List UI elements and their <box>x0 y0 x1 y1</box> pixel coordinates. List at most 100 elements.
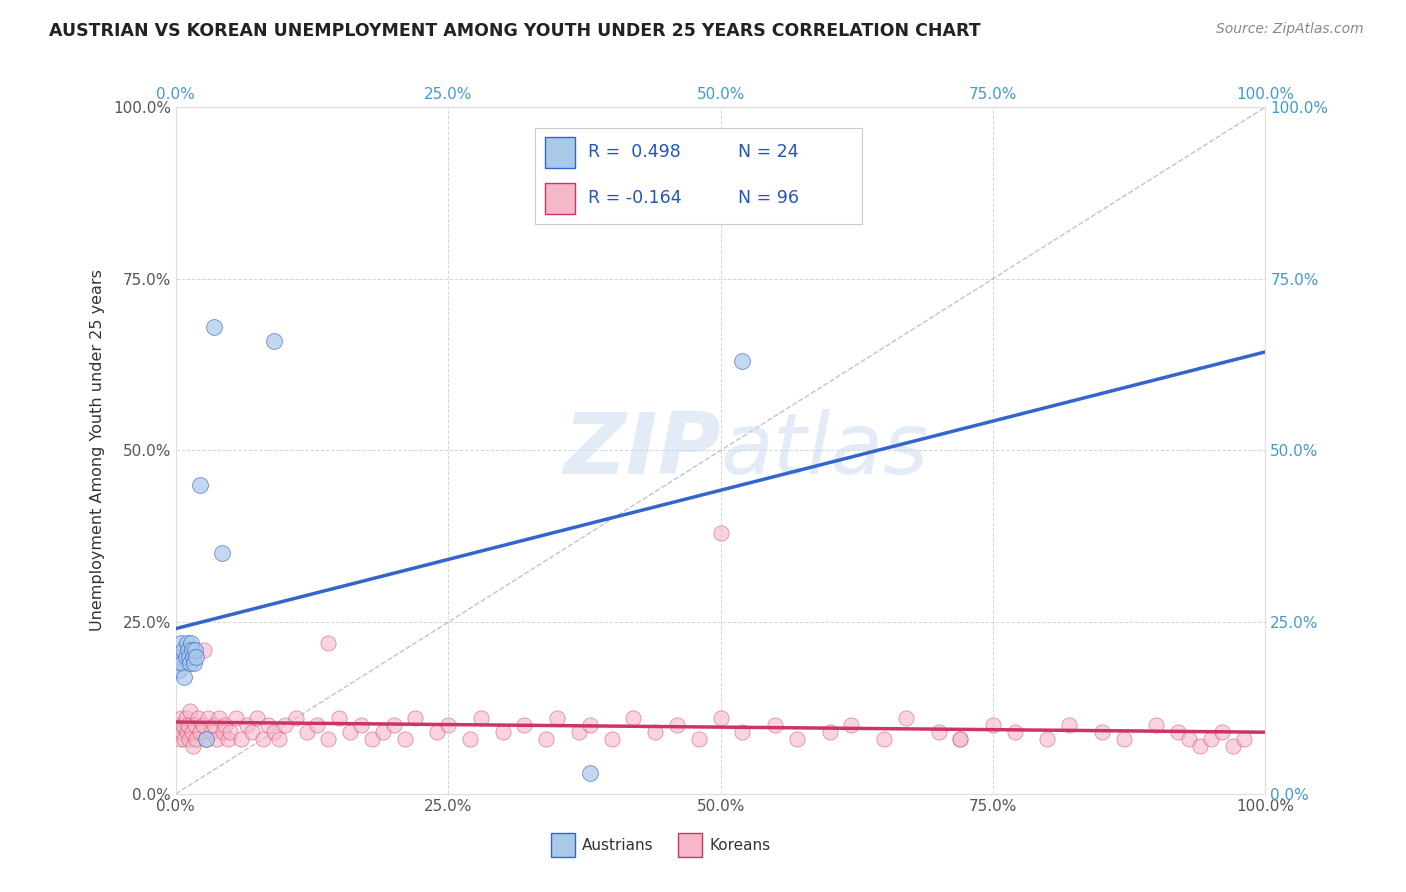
Point <box>184 642 207 657</box>
Point <box>307 718 329 732</box>
Point <box>263 334 285 348</box>
Point <box>763 718 786 732</box>
Point <box>173 670 195 684</box>
Point <box>600 731 623 746</box>
Point <box>1091 725 1114 739</box>
Point <box>318 731 340 746</box>
Text: Source: ZipAtlas.com: Source: ZipAtlas.com <box>1216 22 1364 37</box>
Point <box>949 731 972 746</box>
Point <box>167 663 190 677</box>
Point <box>731 354 754 368</box>
Point <box>263 725 285 739</box>
Point <box>246 711 269 725</box>
Point <box>928 725 950 739</box>
Point <box>167 657 190 671</box>
Point <box>873 731 896 746</box>
Point <box>177 731 200 746</box>
Point <box>371 725 394 739</box>
Point <box>644 725 666 739</box>
Point <box>205 731 228 746</box>
Text: ZIP: ZIP <box>562 409 721 492</box>
Point <box>195 731 218 746</box>
Point <box>546 711 568 725</box>
Point <box>181 739 204 753</box>
Point <box>350 718 373 732</box>
Point <box>183 657 205 671</box>
Point <box>174 711 197 725</box>
Point <box>284 711 307 725</box>
Point <box>710 711 733 725</box>
Point <box>710 525 733 540</box>
Point <box>1199 731 1222 746</box>
Point <box>252 731 274 746</box>
Point <box>382 718 405 732</box>
Point <box>269 731 291 746</box>
Point <box>235 718 257 732</box>
Point <box>200 725 222 739</box>
Point <box>318 636 340 650</box>
Point <box>179 705 201 719</box>
Point <box>818 725 841 739</box>
Point <box>169 731 191 746</box>
Y-axis label: Unemployment Among Youth under 25 years: Unemployment Among Youth under 25 years <box>90 269 104 632</box>
Point <box>621 711 644 725</box>
Point <box>295 725 318 739</box>
Text: AUSTRIAN VS KOREAN UNEMPLOYMENT AMONG YOUTH UNDER 25 YEARS CORRELATION CHART: AUSTRIAN VS KOREAN UNEMPLOYMENT AMONG YO… <box>49 22 981 40</box>
Point <box>534 731 557 746</box>
Point <box>211 725 233 739</box>
Point <box>172 718 194 732</box>
Point <box>177 718 200 732</box>
Point <box>841 718 863 732</box>
Point <box>217 731 239 746</box>
Point <box>167 725 190 739</box>
Point <box>184 718 207 732</box>
Point <box>177 649 200 664</box>
Point <box>405 711 427 725</box>
Point <box>169 649 191 664</box>
Point <box>1178 731 1201 746</box>
Point <box>339 725 361 739</box>
Point <box>172 657 194 671</box>
Point <box>1189 739 1212 753</box>
Point <box>214 718 236 732</box>
Point <box>219 725 242 739</box>
Point <box>188 478 211 492</box>
Point <box>176 636 198 650</box>
Point <box>492 725 515 739</box>
Point <box>240 725 263 739</box>
Point <box>1211 725 1233 739</box>
Point <box>173 731 195 746</box>
Point <box>170 711 193 725</box>
Point <box>981 718 1004 732</box>
Point <box>181 642 204 657</box>
Point <box>202 319 225 334</box>
Point <box>579 766 602 780</box>
Point <box>186 711 209 725</box>
Point <box>1112 731 1135 746</box>
Point <box>179 657 201 671</box>
Point <box>180 636 202 650</box>
Point <box>188 725 211 739</box>
Point <box>1144 718 1167 732</box>
Point <box>894 711 917 725</box>
Point <box>193 642 215 657</box>
Point <box>437 718 460 732</box>
Point <box>195 731 218 746</box>
Point <box>394 731 416 746</box>
Point <box>458 731 481 746</box>
Point <box>186 731 208 746</box>
Point <box>1004 725 1026 739</box>
Point <box>181 649 204 664</box>
Point <box>1036 731 1059 746</box>
Point <box>360 731 382 746</box>
Point <box>186 649 208 664</box>
Text: atlas: atlas <box>721 409 928 492</box>
Point <box>167 718 190 732</box>
Point <box>202 718 225 732</box>
Point <box>470 711 492 725</box>
Point <box>225 711 247 725</box>
Point <box>786 731 808 746</box>
Point <box>211 546 233 561</box>
Point <box>579 718 602 732</box>
Point <box>731 725 754 739</box>
